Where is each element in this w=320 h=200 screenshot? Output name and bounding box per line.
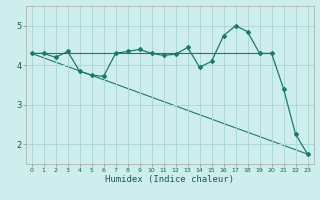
- X-axis label: Humidex (Indice chaleur): Humidex (Indice chaleur): [105, 175, 234, 184]
